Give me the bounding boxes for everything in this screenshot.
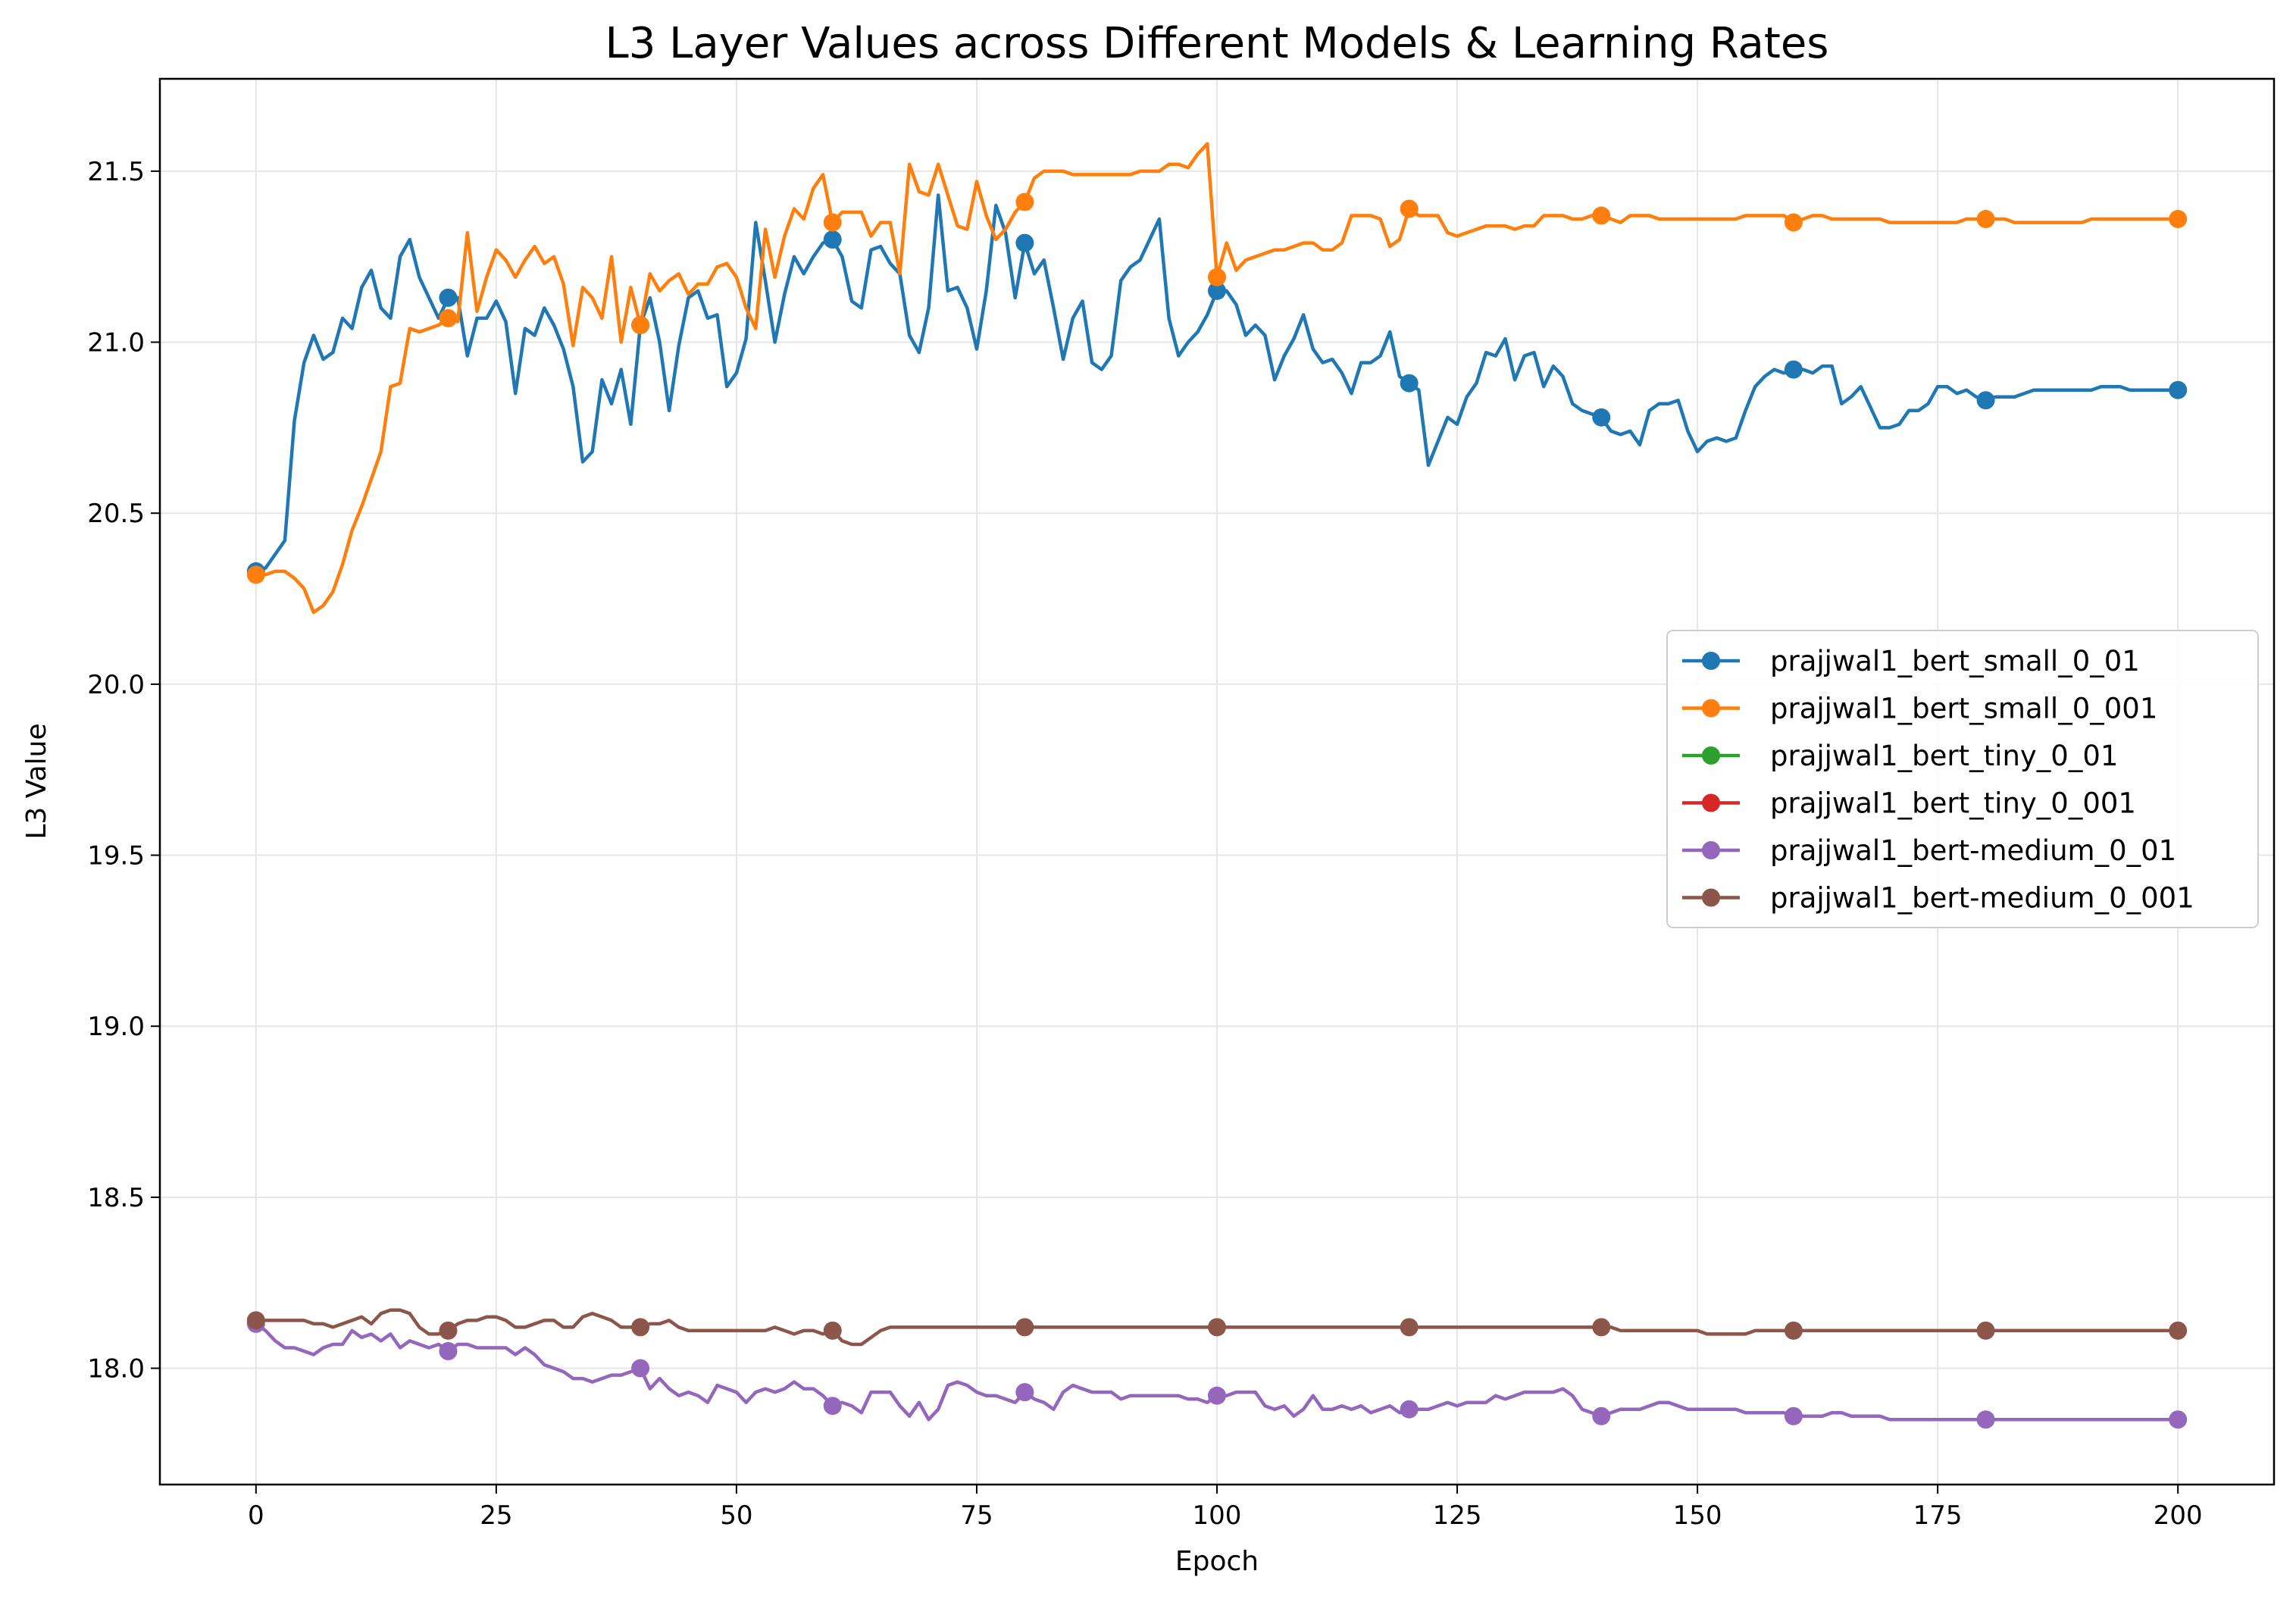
data-point [1015,1383,1034,1402]
data-point [439,1341,458,1360]
data-point [1208,1318,1226,1337]
data-point [1592,1406,1611,1425]
data-point [823,213,842,232]
data-point [1015,233,1034,252]
legend-label: prajjwal1_bert_tiny_0_001 [1770,787,2136,820]
x-tick-label: 75 [960,1500,993,1531]
data-point [1784,360,1803,379]
data-point [631,1359,650,1378]
legend-label: prajjwal1_bert_small_0_01 [1770,645,2140,677]
data-point [1976,1410,1995,1429]
data-point [823,1321,842,1340]
data-point [1784,1406,1803,1425]
legend-item: prajjwal1_bert_small_0_001 [1682,693,2157,725]
x-tick-label: 175 [1913,1500,1963,1531]
x-tick-label: 150 [1673,1500,1722,1531]
y-tick-label: 21.5 [87,157,145,187]
legend-box [1666,630,2259,928]
legend-item: prajjwal1_bert_small_0_01 [1682,645,2140,677]
x-tick-label: 125 [1433,1500,1482,1531]
grid [160,79,2274,1485]
data-point [1784,1321,1803,1340]
x-tick-label: 100 [1193,1500,1242,1531]
x-tick-label: 200 [2154,1500,2203,1531]
y-tick-label: 20.0 [87,670,145,700]
x-axis-label: Epoch [1175,1546,1259,1577]
legend-marker [1702,793,1720,812]
legend: prajjwal1_bert_small_0_01 prajjwal1_bert_… [1666,630,2259,928]
legend-item: prajjwal1_bert-medium_0_01 [1682,834,2176,867]
legend-marker [1702,699,1720,718]
data-point [2169,380,2188,399]
data-point [246,565,265,584]
series-prajjwal1_bert_small_0_001 [246,142,2188,615]
data-point [1208,1386,1226,1405]
data-point [1976,210,1995,229]
data-point [823,1397,842,1416]
legend-label: prajjwal1_bert-medium_0_01 [1770,834,2176,867]
series-layer [246,142,2188,1429]
data-point [1400,374,1419,393]
y-tick-label: 18.0 [87,1354,145,1385]
data-point [1400,1400,1419,1419]
data-point [631,315,650,334]
x-tick-label: 25 [480,1500,512,1531]
data-point [631,1318,650,1337]
data-point [1976,391,1995,410]
legend-item: prajjwal1_bert_tiny_0_01 [1682,740,2118,772]
data-point [1015,1318,1034,1337]
y-axis-label: L3 Value [21,723,52,839]
data-point [439,1321,458,1340]
x-tick-label: 50 [720,1500,752,1531]
data-point [1400,199,1419,218]
y-tick-label: 18.5 [87,1183,145,1213]
legend-label: prajjwal1_bert_tiny_0_01 [1770,740,2118,772]
axis-ticks: 0 25 50 75 100 125 150 175 200 18.0 18.5 19.0 19.5 20… [87,157,2202,1531]
data-point [1976,1321,1995,1340]
data-point [1784,213,1803,232]
data-point [1592,1318,1611,1337]
data-point [823,230,842,249]
data-point [1015,192,1034,211]
data-point [246,1311,265,1330]
legend-marker [1702,652,1720,670]
data-point [2169,1321,2188,1340]
chart-title: L3 Layer Values across Different Models … [605,19,1829,68]
data-point [439,288,458,307]
data-point [1208,281,1226,300]
y-tick-label: 20.5 [87,499,145,529]
legend-marker [1702,888,1720,907]
data-point [439,308,458,327]
series-prajjwal1_bert-medium_0_001 [246,1308,2188,1347]
data-point [1592,206,1611,225]
data-point [2169,1410,2188,1429]
legend-marker [1702,841,1720,859]
legend-marker [1702,746,1720,765]
y-tick-label: 21.0 [87,328,145,358]
legend-label: prajjwal1_bert_small_0_001 [1770,693,2157,725]
data-point [1208,268,1226,286]
y-tick-label: 19.5 [87,841,145,871]
data-point [1592,408,1611,427]
legend-label: prajjwal1_bert-medium_0_001 [1770,882,2194,915]
y-tick-label: 19.0 [87,1012,145,1042]
legend-item: prajjwal1_bert_tiny_0_001 [1682,787,2136,820]
data-point [2169,210,2188,229]
legend-item: prajjwal1_bert-medium_0_001 [1682,882,2194,915]
data-point [1400,1318,1419,1337]
x-tick-label: 0 [248,1500,264,1531]
